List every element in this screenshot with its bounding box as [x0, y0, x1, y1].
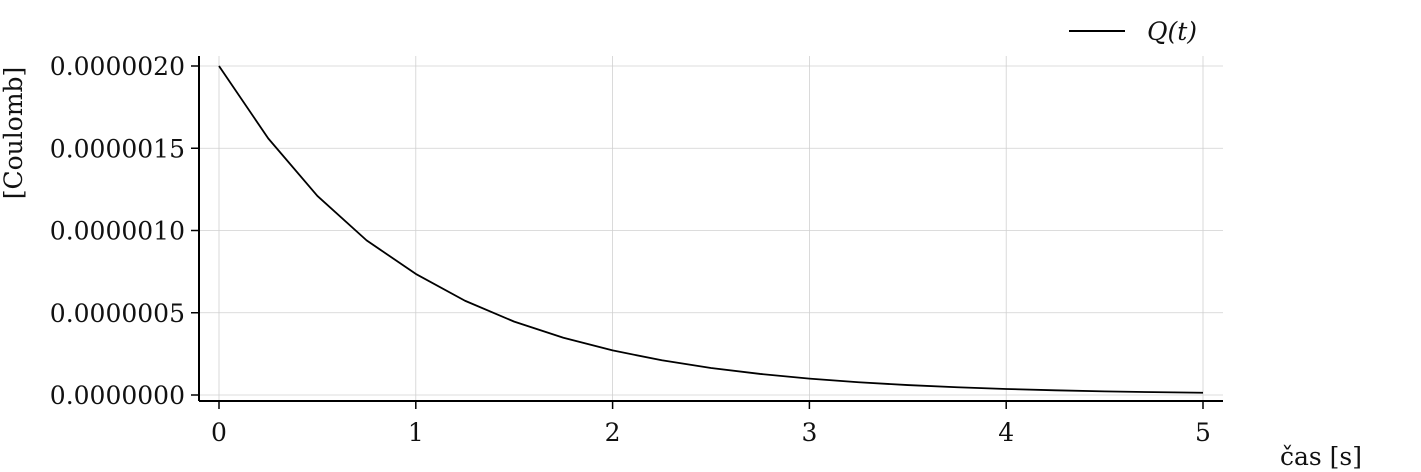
legend-entry-label: Q(t)	[1147, 17, 1197, 46]
y-tick-label-1: 0.0000005	[50, 299, 185, 328]
y-tick-label-3: 0.0000015	[50, 134, 185, 163]
y-axis-label: [Coulomb]	[0, 67, 28, 200]
x-tick-label-5: 5	[1195, 418, 1211, 447]
series-line-0	[218, 65, 1204, 394]
x-tick-label-0: 0	[211, 418, 227, 447]
legend: Q(t)	[1069, 17, 1197, 46]
axes	[198, 56, 1223, 402]
series	[218, 65, 1204, 394]
ticks: 0 1 2 3 4 5 0.0000000 0.0000005 0.0000010 0.00000…	[50, 52, 1211, 447]
y-tick-label-2: 0.0000010	[50, 217, 185, 246]
y-tick-label-0: 0.0000000	[50, 381, 185, 410]
x-tick-label-1: 1	[408, 418, 424, 447]
x-axis-label: čas [s]	[1280, 442, 1362, 471]
x-tick-label-2: 2	[605, 418, 621, 447]
x-tick-label-3: 3	[801, 418, 817, 447]
y-tick-label-4: 0.0000020	[50, 52, 185, 81]
x-tick-label-4: 4	[998, 418, 1014, 447]
grid	[199, 56, 1223, 401]
